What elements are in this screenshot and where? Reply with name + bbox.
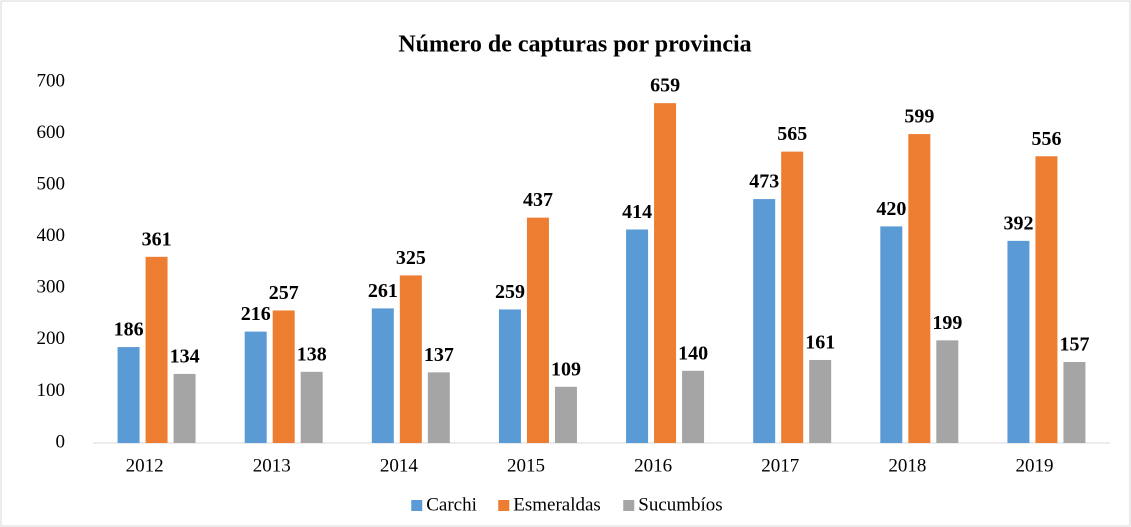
bar (554, 386, 577, 443)
legend-label: Esmeraldas (513, 494, 601, 515)
bar (272, 310, 295, 443)
data-label: 138 (297, 343, 327, 365)
data-label: 659 (650, 75, 680, 97)
bar (1007, 240, 1030, 443)
x-tick-label: 2014 (380, 455, 419, 476)
data-label: 599 (904, 106, 934, 128)
bar (498, 309, 521, 443)
bar (145, 256, 168, 443)
data-label: 261 (368, 280, 398, 302)
data-label: 473 (749, 171, 779, 193)
x-tick-label: 2013 (253, 455, 291, 476)
y-tick-label: 100 (37, 380, 66, 401)
data-label: 257 (269, 282, 299, 304)
x-tick-label: 2016 (634, 455, 672, 476)
bar (526, 217, 549, 443)
bar (371, 308, 394, 443)
data-label: 259 (495, 281, 525, 303)
bar (626, 229, 649, 443)
bar (1063, 362, 1086, 443)
x-tick-label: 2015 (507, 455, 545, 476)
y-tick-label: 700 (37, 70, 66, 91)
bar (682, 370, 705, 443)
data-label: 216 (241, 303, 271, 325)
bar (300, 371, 323, 443)
data-label: 565 (777, 123, 807, 145)
bar (809, 359, 832, 443)
bar (908, 134, 931, 443)
bar (880, 226, 903, 443)
y-tick-label: 400 (37, 225, 66, 246)
bar (753, 199, 776, 443)
x-tick-label: 2012 (126, 455, 164, 476)
legend-label: Carchi (426, 494, 477, 515)
x-tick-label: 2018 (888, 455, 926, 476)
x-tick-label: 2017 (761, 455, 799, 476)
data-label: 325 (396, 247, 426, 269)
legend-swatch (623, 500, 635, 511)
data-label: 157 (1059, 334, 1089, 356)
data-label: 420 (876, 198, 906, 220)
bar (654, 103, 677, 443)
bar (936, 340, 959, 443)
y-tick-label: 0 (56, 431, 66, 452)
legend-swatch (498, 500, 510, 511)
y-tick-label: 500 (37, 174, 66, 195)
data-label: 109 (551, 358, 581, 380)
data-label: 556 (1031, 128, 1061, 150)
y-tick-label: 600 (37, 122, 66, 143)
chart-title: Número de capturas por provincia (398, 32, 751, 58)
data-label: 437 (523, 189, 553, 211)
bar (244, 331, 267, 443)
data-label: 140 (678, 342, 708, 364)
y-tick-label: 200 (37, 328, 66, 349)
data-label: 137 (424, 344, 454, 366)
data-label: 414 (622, 201, 652, 223)
bar (117, 347, 140, 443)
data-label: 361 (142, 228, 172, 250)
data-label: 199 (932, 312, 962, 334)
bar (427, 372, 450, 443)
legend-swatch (411, 500, 423, 511)
bar (173, 373, 196, 443)
data-label: 134 (170, 345, 200, 367)
bar (781, 151, 804, 443)
legend-label: Sucumbíos (638, 494, 722, 515)
bar (399, 275, 422, 443)
y-tick-label: 300 (37, 277, 66, 298)
data-label: 161 (805, 332, 835, 354)
data-label: 392 (1003, 212, 1033, 234)
bar (1035, 156, 1058, 443)
data-label: 186 (114, 319, 144, 341)
x-tick-label: 2019 (1015, 455, 1053, 476)
